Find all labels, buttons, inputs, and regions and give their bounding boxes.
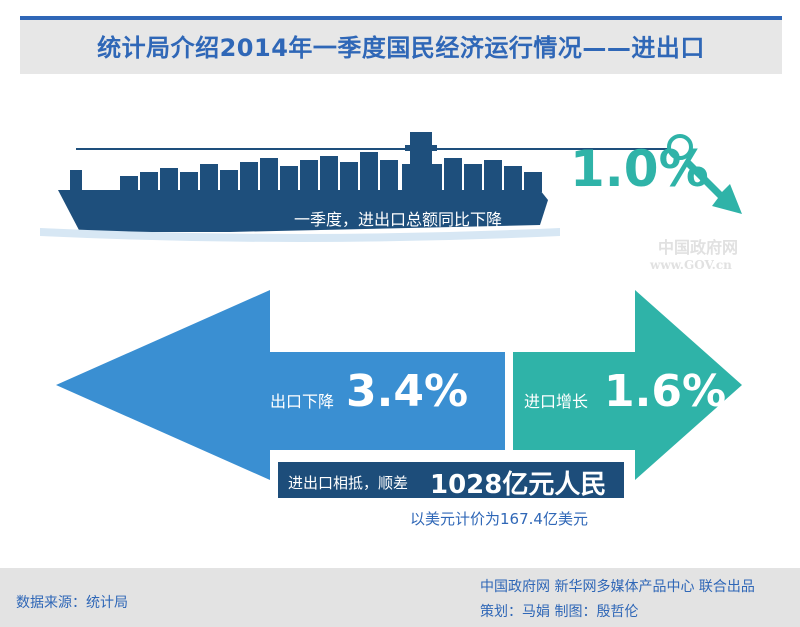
design-credit: 策划：马娟 制图：殷哲伦 <box>480 604 639 620</box>
surplus-usd-note: 以美元计价为167.4亿美元 <box>410 510 588 528</box>
export-label: 出口下降 <box>270 392 335 411</box>
decline-arrow-icon <box>667 134 742 214</box>
cargo-ship-icon <box>40 132 560 242</box>
export-value: 3.4% <box>346 366 469 417</box>
producer-credit: 中国政府网 新华网多媒体产品中心 联合出品 <box>480 579 755 595</box>
data-source: 数据来源：统计局 <box>16 595 128 611</box>
total-trade-label: 一季度，进出口总额同比下降 <box>294 210 503 229</box>
import-label: 进口增长 <box>524 392 589 411</box>
title-bar: 统计局介绍2014年一季度国民经济运行情况——进出口 <box>20 16 782 74</box>
import-arrow <box>513 290 742 480</box>
export-arrow <box>56 290 505 480</box>
trade-surplus-box: 进出口相抵，顺差 1028亿元人民币 <box>276 460 626 537</box>
total-trade-value: 1.0% <box>570 140 709 198</box>
watermark-logo-cn: 中国政府网 <box>658 238 739 257</box>
watermark-logo-en: www.GOV.cn <box>650 258 732 272</box>
import-value: 1.6% <box>604 366 727 417</box>
surplus-label: 进出口相抵，顺差 <box>288 474 409 492</box>
footer: 数据来源：统计局 中国政府网 新华网多媒体产品中心 联合出品 策划：马娟 制图：… <box>0 568 800 627</box>
surplus-value: 1028亿元人民币 <box>430 470 607 537</box>
page-title: 统计局介绍2014年一季度国民经济运行情况——进出口 <box>97 34 705 62</box>
